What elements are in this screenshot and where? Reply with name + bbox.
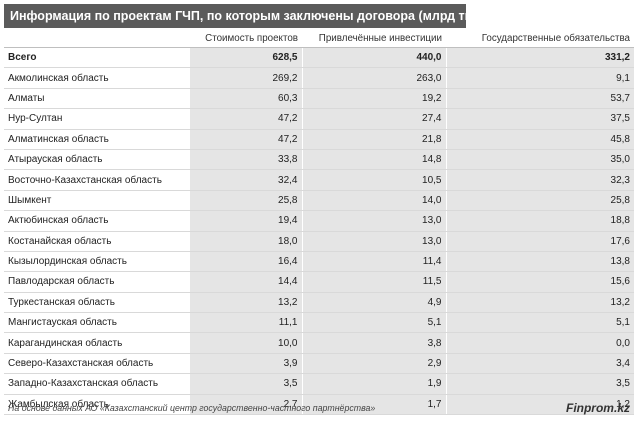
source-note: На основе данных АО «Казахстанский центр… <box>8 403 376 413</box>
table-row: Западно-Казахстанская область 3,5 1,9 3,5 <box>4 373 634 395</box>
attracted-investment-cell: 263,0 <box>301 67 446 89</box>
region-cell: Костанайская область <box>4 231 190 252</box>
table-row: Северо-Казахстанская область 3,9 2,9 3,4 <box>4 353 634 375</box>
project-cost-cell: 60,3 <box>190 88 302 110</box>
project-cost-cell: 10,0 <box>190 332 302 354</box>
state-obligations-cell: 15,6 <box>445 271 634 293</box>
attracted-investment-cell: 3,8 <box>301 332 446 354</box>
table-row: Жамбылская область 2,7 1,7 1,2 <box>4 394 634 416</box>
region-cell: Западно-Казахстанская область <box>4 373 190 395</box>
table-title: Информация по проектам ГЧП, по которым з… <box>4 4 474 28</box>
region-cell: Павлодарская область <box>4 271 190 293</box>
region-cell: Всего <box>4 47 190 69</box>
table-row: Актюбинская область 19,4 13,0 18,8 <box>4 210 634 232</box>
state-obligations-cell: 53,7 <box>445 88 634 110</box>
table-row: Алматинская область 47,2 21,8 45,8 <box>4 129 634 150</box>
project-cost-cell: 32,4 <box>190 169 302 191</box>
attracted-investment-cell: 11,5 <box>301 271 446 293</box>
header-state-obligations: Государственные обязательства <box>446 29 634 48</box>
state-obligations-cell: 25,8 <box>445 190 634 212</box>
attracted-investment-cell: 1,7 <box>301 394 446 416</box>
attracted-investment-cell: 13,0 <box>301 210 446 232</box>
region-cell: Акмолинская область <box>4 67 190 89</box>
attracted-investment-cell: 27,4 <box>301 108 446 130</box>
state-obligations-cell: 13,8 <box>445 251 634 273</box>
state-obligations-cell: 0,0 <box>445 332 634 354</box>
region-cell: Атырауская область <box>4 149 190 171</box>
region-cell: Мангистауская область <box>4 312 190 334</box>
project-cost-cell: 47,2 <box>190 129 302 150</box>
header-project-cost: Стоимость проектов <box>190 29 302 48</box>
table-row: Карагандинская область 10,0 3,8 0,0 <box>4 332 634 354</box>
table-row: Нур-Султан 47,2 27,4 37,5 <box>4 108 634 130</box>
state-obligations-cell: 5,1 <box>445 312 634 334</box>
state-obligations-cell: 18,8 <box>445 210 634 232</box>
state-obligations-cell: 3,5 <box>445 373 634 395</box>
region-cell: Карагандинская область <box>4 332 190 354</box>
region-cell: Шымкент <box>4 190 190 212</box>
region-cell: Алматинская область <box>4 129 190 150</box>
table-row-total: Всего 628,5 440,0 331,2 <box>4 47 634 69</box>
state-obligations-cell: 331,2 <box>445 47 634 69</box>
project-cost-cell: 47,2 <box>190 108 302 130</box>
region-cell: Актюбинская область <box>4 210 190 232</box>
project-cost-cell: 18,0 <box>190 231 302 252</box>
attracted-investment-cell: 440,0 <box>301 47 446 69</box>
project-cost-cell: 16,4 <box>190 251 302 273</box>
table-row: Атырауская область 33,8 14,8 35,0 <box>4 149 634 171</box>
table-row: Алматы 60,3 19,2 53,7 <box>4 88 634 110</box>
state-obligations-cell: 17,6 <box>445 231 634 252</box>
header-attracted-investment: Привлечённые инвестиции <box>302 29 446 48</box>
state-obligations-cell: 9,1 <box>445 67 634 89</box>
region-cell: Кызылординская область <box>4 251 190 273</box>
table-row: Мангистауская область 11,1 5,1 5,1 <box>4 312 634 334</box>
table-row: Туркестанская область 13,2 4,9 13,2 <box>4 292 634 314</box>
attracted-investment-cell: 19,2 <box>301 88 446 110</box>
project-cost-cell: 628,5 <box>190 47 302 69</box>
state-obligations-cell: 13,2 <box>445 292 634 314</box>
attracted-investment-cell: 11,4 <box>301 251 446 273</box>
table-header-row: Стоимость проектов Привлечённые инвестиц… <box>4 29 634 48</box>
table-row: Акмолинская область 269,2 263,0 9,1 <box>4 67 634 89</box>
project-cost-cell: 14,4 <box>190 271 302 293</box>
project-cost-cell: 33,8 <box>190 149 302 171</box>
project-cost-cell: 13,2 <box>190 292 302 314</box>
project-cost-cell: 25,8 <box>190 190 302 212</box>
table-row: Восточно-Казахстанская область 32,4 10,5 32… <box>4 169 634 191</box>
region-cell: Северо-Казахстанская область <box>4 353 190 375</box>
state-obligations-cell: 45,8 <box>445 129 634 150</box>
attracted-investment-cell: 14,0 <box>301 190 446 212</box>
project-cost-cell: 19,4 <box>190 210 302 232</box>
attracted-investment-cell: 14,8 <box>301 149 446 171</box>
state-obligations-cell: 3,4 <box>445 353 634 375</box>
attracted-investment-cell: 13,0 <box>301 231 446 252</box>
region-cell: Туркестанская область <box>4 292 190 314</box>
header-region <box>4 29 190 48</box>
attracted-investment-cell: 2,9 <box>301 353 446 375</box>
table-row: Кызылординская область 16,4 11,4 13,8 <box>4 251 634 273</box>
state-obligations-cell: 32,3 <box>445 169 634 191</box>
region-cell: Нур-Султан <box>4 108 190 130</box>
attracted-investment-cell: 5,1 <box>301 312 446 334</box>
state-obligations-cell: 1,2 <box>445 394 634 416</box>
attracted-investment-cell: 10,5 <box>301 169 446 191</box>
project-cost-cell: 2,7 <box>190 394 302 416</box>
brand-logo: Finprom.kz <box>565 401 630 415</box>
project-cost-cell: 11,1 <box>190 312 302 334</box>
ppp-projects-table: Стоимость проектов Привлечённые инвестиц… <box>4 29 634 416</box>
state-obligations-cell: 35,0 <box>445 149 634 171</box>
project-cost-cell: 3,5 <box>190 373 302 395</box>
table-row: Шымкент 25,8 14,0 25,8 <box>4 190 634 212</box>
project-cost-cell: 3,9 <box>190 353 302 375</box>
attracted-investment-cell: 1,9 <box>301 373 446 395</box>
region-cell: Жамбылская область <box>4 394 190 416</box>
region-cell: Алматы <box>4 88 190 110</box>
project-cost-cell: 269,2 <box>190 67 302 89</box>
attracted-investment-cell: 4,9 <box>301 292 446 314</box>
table-row: Костанайская область 18,0 13,0 17,6 <box>4 231 634 252</box>
table-row: Павлодарская область 14,4 11,5 15,6 <box>4 271 634 293</box>
attracted-investment-cell: 21,8 <box>301 129 446 150</box>
region-cell: Восточно-Казахстанская область <box>4 169 190 191</box>
state-obligations-cell: 37,5 <box>445 108 634 130</box>
